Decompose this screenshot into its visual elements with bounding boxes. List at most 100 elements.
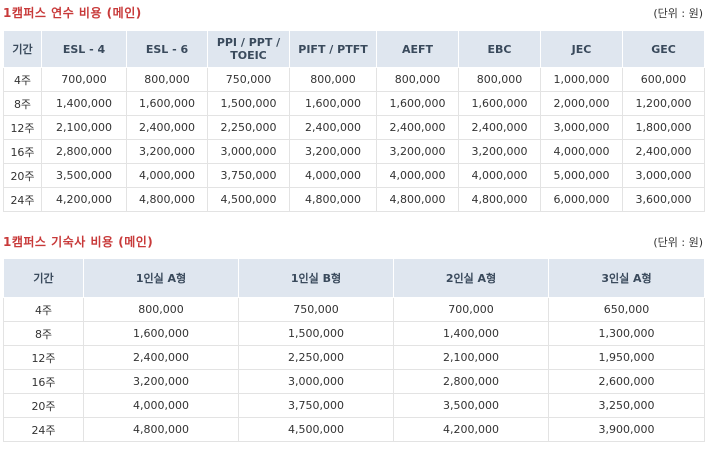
dormitory-price-cell: 3,250,000: [548, 393, 705, 418]
tuition-price-cell: 4,800,000: [376, 187, 459, 212]
dormitory-price-cell: 4,500,000: [238, 417, 394, 442]
tuition-price-cell: 6,000,000: [540, 187, 623, 212]
tuition-row: 12주 2,100,000 2,400,000 2,250,000 2,400,000 2…: [3, 115, 705, 140]
dormitory-header-single-b: 1인실 B형: [238, 258, 394, 298]
dormitory-row: 16주 3,200,000 3,000,000 2,800,000 2,600,000: [3, 369, 705, 394]
dormitory-price-cell: 750,000: [238, 297, 394, 322]
tuition-price-cell: 1,600,000: [126, 91, 208, 116]
dormitory-price-cell: 1,600,000: [83, 321, 239, 346]
tuition-price-cell: 3,200,000: [458, 139, 541, 164]
dormitory-price-cell: 3,500,000: [393, 393, 549, 418]
tuition-price-cell: 2,400,000: [126, 115, 208, 140]
tuition-price-cell: 1,600,000: [458, 91, 541, 116]
tuition-price-cell: 4,800,000: [126, 187, 208, 212]
dormitory-price-cell: 700,000: [393, 297, 549, 322]
tuition-price-cell: 4,000,000: [126, 163, 208, 188]
dormitory-price-cell: 3,200,000: [83, 369, 239, 394]
tuition-unit: (단위 : 원): [653, 7, 703, 20]
dormitory-price-cell: 2,600,000: [548, 369, 705, 394]
dormitory-price-cell: 4,800,000: [83, 417, 239, 442]
tuition-header-gec: GEC: [622, 30, 705, 68]
dormitory-header-row: 기간 1인실 A형 1인실 B형 2인실 A형 3인실 A형: [3, 258, 705, 298]
dormitory-period-cell: 8주: [3, 321, 84, 346]
tuition-header-ebc: EBC: [458, 30, 541, 68]
tuition-price-cell: 1,800,000: [622, 115, 705, 140]
dormitory-header-double-a: 2인실 A형: [393, 258, 549, 298]
tuition-price-cell: 4,200,000: [41, 187, 127, 212]
tuition-price-cell: 3,000,000: [540, 115, 623, 140]
tuition-row: 24주 4,200,000 4,800,000 4,500,000 4,800,000 4…: [3, 187, 705, 212]
tuition-price-cell: 2,400,000: [622, 139, 705, 164]
tuition-table: 기간 ESL - 4 ESL - 6 PPI / PPT / TOEIC PIF…: [3, 30, 705, 212]
tuition-price-cell: 800,000: [376, 67, 459, 92]
tuition-price-cell: 800,000: [126, 67, 208, 92]
tuition-price-cell: 3,600,000: [622, 187, 705, 212]
tuition-price-cell: 2,000,000: [540, 91, 623, 116]
dormitory-price-cell: 4,200,000: [393, 417, 549, 442]
tuition-title: 1캠퍼스 연수 비용 (메인): [3, 6, 142, 20]
tuition-header-jec: JEC: [540, 30, 623, 68]
tuition-price-cell: 3,000,000: [207, 139, 290, 164]
tuition-row: 20주 3,500,000 4,000,000 3,750,000 4,000,000 4…: [3, 163, 705, 188]
tuition-price-cell: 4,800,000: [289, 187, 377, 212]
tuition-price-cell: 3,500,000: [41, 163, 127, 188]
tuition-price-cell: 2,400,000: [376, 115, 459, 140]
tuition-price-cell: 1,500,000: [207, 91, 290, 116]
dormitory-table: 기간 1인실 A형 1인실 B형 2인실 A형 3인실 A형 4주 800,000…: [3, 258, 705, 442]
tuition-row: 8주 1,400,000 1,600,000 1,500,000 1,600,000 1,…: [3, 91, 705, 116]
tuition-price-cell: 4,000,000: [458, 163, 541, 188]
dormitory-price-cell: 650,000: [548, 297, 705, 322]
dormitory-row: 20주 4,000,000 3,750,000 3,500,000 3,250,000: [3, 393, 705, 418]
tuition-period-cell: 8주: [3, 91, 42, 116]
tuition-price-cell: 4,000,000: [289, 163, 377, 188]
tuition-header-esl6: ESL - 6: [126, 30, 208, 68]
tuition-period-cell: 24주: [3, 187, 42, 212]
tuition-price-cell: 3,200,000: [126, 139, 208, 164]
tuition-price-cell: 750,000: [207, 67, 290, 92]
dormitory-header-period: 기간: [3, 258, 84, 298]
tuition-header-ppi: PPI / PPT / TOEIC: [207, 30, 290, 68]
tuition-header-pift: PIFT / PTFT: [289, 30, 377, 68]
tuition-price-cell: 4,500,000: [207, 187, 290, 212]
dormitory-price-cell: 2,250,000: [238, 345, 394, 370]
tuition-price-cell: 800,000: [289, 67, 377, 92]
dormitory-period-cell: 12주: [3, 345, 84, 370]
tuition-price-cell: 1,600,000: [376, 91, 459, 116]
tuition-price-cell: 2,100,000: [41, 115, 127, 140]
dormitory-header-single-a: 1인실 A형: [83, 258, 239, 298]
tuition-header-period: 기간: [3, 30, 42, 68]
tuition-period-cell: 4주: [3, 67, 42, 92]
dormitory-price-cell: 4,000,000: [83, 393, 239, 418]
tuition-price-cell: 4,000,000: [376, 163, 459, 188]
tuition-price-cell: 3,000,000: [622, 163, 705, 188]
dormitory-row: 12주 2,400,000 2,250,000 2,100,000 1,950,000: [3, 345, 705, 370]
tuition-price-cell: 800,000: [458, 67, 541, 92]
tuition-price-cell: 4,000,000: [540, 139, 623, 164]
dormitory-price-cell: 3,750,000: [238, 393, 394, 418]
dormitory-price-cell: 2,100,000: [393, 345, 549, 370]
dormitory-period-cell: 24주: [3, 417, 84, 442]
tuition-period-cell: 20주: [3, 163, 42, 188]
tuition-price-cell: 2,400,000: [289, 115, 377, 140]
tuition-row: 16주 2,800,000 3,200,000 3,000,000 3,200,000 3…: [3, 139, 705, 164]
tuition-body: 4주 700,000 800,000 750,000 800,000 800,000 800…: [3, 67, 705, 212]
tuition-price-cell: 600,000: [622, 67, 705, 92]
tuition-price-cell: 3,200,000: [289, 139, 377, 164]
dormitory-title: 1캠퍼스 기숙사 비용 (메인): [3, 235, 154, 249]
dormitory-price-cell: 3,000,000: [238, 369, 394, 394]
tuition-price-cell: 2,800,000: [41, 139, 127, 164]
tuition-row: 4주 700,000 800,000 750,000 800,000 800,000 800…: [3, 67, 705, 92]
dormitory-price-cell: 2,800,000: [393, 369, 549, 394]
tuition-price-cell: 4,800,000: [458, 187, 541, 212]
dormitory-price-cell: 2,400,000: [83, 345, 239, 370]
dormitory-row: 4주 800,000 750,000 700,000 650,000: [3, 297, 705, 322]
dormitory-row: 24주 4,800,000 4,500,000 4,200,000 3,900,000: [3, 417, 705, 442]
tuition-price-cell: 2,400,000: [458, 115, 541, 140]
tuition-header-row: 기간 ESL - 4 ESL - 6 PPI / PPT / TOEIC PIF…: [3, 30, 705, 68]
tuition-price-cell: 1,200,000: [622, 91, 705, 116]
dormitory-period-cell: 4주: [3, 297, 84, 322]
dormitory-price-cell: 3,900,000: [548, 417, 705, 442]
dormitory-price-cell: 1,500,000: [238, 321, 394, 346]
dormitory-price-cell: 1,400,000: [393, 321, 549, 346]
